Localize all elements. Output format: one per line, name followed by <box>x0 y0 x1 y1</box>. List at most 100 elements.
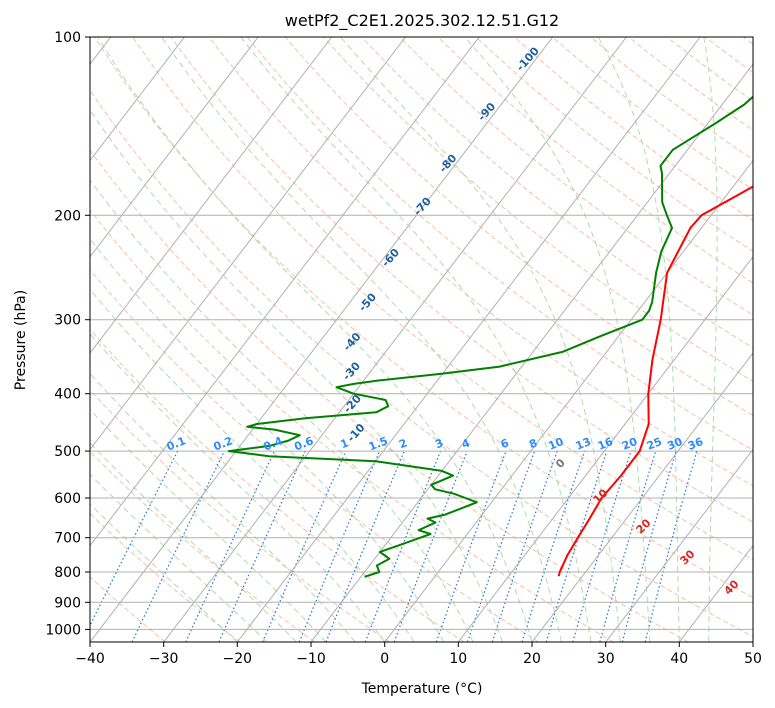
x-tick-label: −40 <box>75 651 105 667</box>
moist-adiabat-line <box>90 288 415 642</box>
y-tick-label: 600 <box>54 491 81 507</box>
dry-adiabat-line <box>399 37 753 316</box>
mixing-ratio-line <box>262 450 347 642</box>
y-tick-label: 500 <box>54 444 81 460</box>
dry-adiabat-label: -90 <box>475 100 498 124</box>
moist-adiabat-label: 20 <box>634 516 654 536</box>
mixing-ratio-label: 16 <box>596 435 615 453</box>
x-tick-label: 50 <box>744 651 762 667</box>
x-axis-label: Temperature (°C) <box>361 681 483 697</box>
mixing-ratio-label: 13 <box>574 435 593 453</box>
isotherms <box>90 37 753 642</box>
moist-adiabat-line <box>464 37 651 642</box>
dry-adiabat-line <box>132 37 753 560</box>
y-tick-label: 1000 <box>45 622 81 638</box>
x-tick-label: 0 <box>380 651 389 667</box>
mixing-ratio-line <box>364 450 442 642</box>
mixing-ratio-line <box>545 450 608 642</box>
dry-adiabat-line <box>246 37 753 451</box>
x-axis-ticks: −40 −30 −20 −10 0 10 20 30 40 50 <box>75 642 762 667</box>
mixing-ratio-line <box>325 450 405 642</box>
isotherm-line <box>752 641 753 642</box>
isotherm-line <box>531 352 753 642</box>
y-tick-label: 800 <box>54 565 81 581</box>
isotherm-line <box>236 37 701 642</box>
y-tick-label: 400 <box>54 387 81 403</box>
temperature-profile-line <box>557 185 753 577</box>
dry-adiabat-label: -80 <box>437 151 460 175</box>
dry-adiabat-line <box>208 37 753 487</box>
dry-adiabat-line <box>90 328 465 642</box>
moist-adiabat-line <box>161 37 562 642</box>
dry-adiabat-line <box>666 37 753 102</box>
isotherm-line <box>457 256 753 642</box>
moist-adiabat-label: 10 <box>591 486 611 506</box>
mixing-ratio-line <box>572 450 632 642</box>
mixing-ratio-label: 8 <box>527 436 539 451</box>
mixing-ratio-line <box>644 450 698 642</box>
mixing-ratio-label: 20 <box>620 435 639 453</box>
mixing-ratio-label: 36 <box>686 435 705 453</box>
isotherm-line <box>90 37 259 258</box>
x-tick-label: 30 <box>597 651 615 667</box>
moist-adiabat-label: 40 <box>722 577 742 597</box>
moist-adiabat-line <box>90 109 503 642</box>
isotherm-line <box>90 37 480 547</box>
mixing-ratio-line <box>491 450 558 642</box>
dry-adiabat-line <box>90 268 540 642</box>
moist-adiabat-label: 30 <box>678 547 698 567</box>
dry-adiabat-line <box>551 37 753 191</box>
moist-adiabat-label: 0 <box>553 456 568 471</box>
dry-adiabat-line <box>475 37 753 252</box>
x-tick-label: −10 <box>296 651 326 667</box>
dry-adiabat-line <box>90 512 241 642</box>
dry-adiabats <box>90 37 753 642</box>
mixing-ratio-label: 3 <box>433 436 445 451</box>
mixing-ratio-line <box>521 450 586 642</box>
x-tick-label: 40 <box>670 651 688 667</box>
moist-adiabat-line <box>340 37 621 642</box>
plot-frame <box>89 36 754 643</box>
dry-adiabat-label: -10 <box>345 421 368 445</box>
dry-adiabat-line <box>94 37 753 599</box>
dry-adiabat-line <box>90 450 315 642</box>
isotherm-line <box>90 37 185 162</box>
mixing-ratio-line <box>621 450 677 642</box>
dry-adiabat-line <box>437 37 753 284</box>
moist-adiabat-line <box>90 333 386 642</box>
y-tick-label: 200 <box>54 208 81 224</box>
mixing-ratio-label: 4 <box>460 436 472 451</box>
y-tick-label: 700 <box>54 531 81 547</box>
isotherm-line <box>605 448 753 642</box>
moist-adiabat-line <box>240 37 592 642</box>
mixing-ratio-label: 10 <box>546 435 565 453</box>
dry-adiabat-line <box>170 37 753 523</box>
moist-adiabat-line <box>90 473 268 642</box>
mixing-ratio-label: 30 <box>665 435 684 453</box>
dry-adiabat-line <box>284 37 753 417</box>
isotherm-line <box>310 63 753 642</box>
isotherm-line <box>163 37 627 642</box>
mixing-ratio-line <box>90 450 179 627</box>
dry-adiabat-line <box>90 389 390 642</box>
dry-adiabat-line <box>323 37 753 382</box>
dry-adiabat-line <box>590 37 753 161</box>
moist-adiabat-line <box>97 37 533 642</box>
dry-adiabat-label: -70 <box>411 194 434 218</box>
dry-adiabat-label: -40 <box>341 330 364 354</box>
moist-adiabat-line <box>703 37 718 642</box>
mixing-ratio-label: 2 <box>397 436 409 451</box>
x-tick-label: 10 <box>449 651 467 667</box>
y-axis-label: Pressure (hPa) <box>13 290 29 390</box>
mixing-ratio-label: 25 <box>645 435 664 453</box>
mixing-ratio-line <box>435 450 507 642</box>
dry-adiabat-line <box>90 209 614 642</box>
profiles <box>227 95 753 578</box>
dry-adiabat-line <box>90 576 166 642</box>
mixing-ratio-label: 6 <box>499 436 511 451</box>
plot-area: 0.1 0.2 0.4 0.6 1 1.5 2 3 4 6 8 10 13 16 20 25 30 36-100-… <box>90 37 753 642</box>
moist-adiabat-line <box>90 179 474 642</box>
isotherm-line <box>90 37 406 451</box>
mixing-ratio-line <box>599 450 657 642</box>
